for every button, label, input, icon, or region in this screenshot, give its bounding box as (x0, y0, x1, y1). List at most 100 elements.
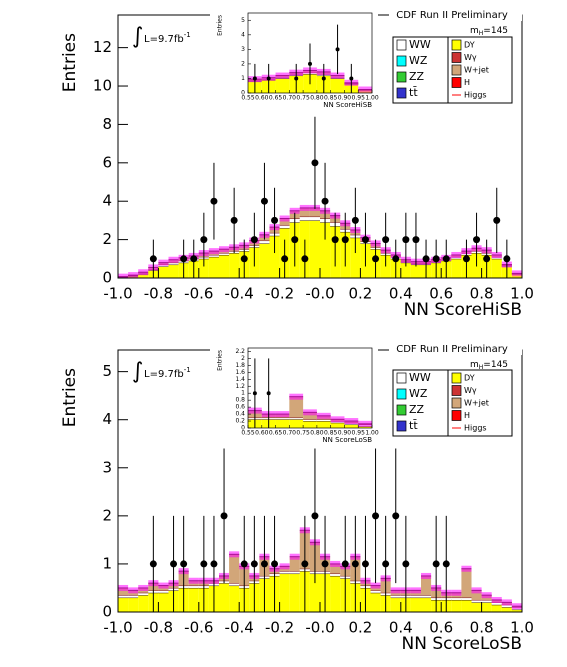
inset-x-tick-label: 0.60 (255, 95, 269, 102)
stack-bar (152, 65, 166, 66)
stack-bar (138, 405, 152, 407)
stack-bar (41, 400, 55, 428)
stack-bar (165, 70, 179, 71)
uncertainty-band (358, 86, 372, 93)
data-point (170, 356, 174, 360)
x-tick-label: 1.0 (510, 285, 534, 303)
x-tick-label: 0.2 (348, 619, 372, 637)
data-point (493, 216, 501, 224)
stack-bar (289, 396, 304, 418)
uncertainty-band (128, 272, 139, 278)
plot-area (118, 448, 522, 612)
stack-bar (491, 258, 502, 278)
uncertainty-band (511, 270, 522, 277)
stack-bar (124, 52, 138, 56)
uncertainty-band (41, 392, 55, 398)
data-point (200, 236, 208, 244)
data-point (170, 560, 178, 568)
stack-bar (451, 258, 462, 278)
uncertainty-band (14, 385, 28, 391)
data-point (432, 560, 440, 568)
uncertainty-band (152, 402, 166, 408)
stack-bar (370, 590, 381, 593)
data-point (149, 255, 157, 263)
legend-label: H (464, 411, 470, 420)
inset-x-tick-label: 0.90 (338, 95, 352, 102)
stack-bar (208, 254, 219, 257)
stack-bar (491, 604, 502, 612)
stack-bar (110, 400, 124, 402)
stack-bar (279, 225, 290, 229)
stack-bar (110, 54, 124, 93)
stack-bar (451, 599, 462, 612)
uncertainty-band (491, 596, 502, 603)
data-point (442, 255, 450, 263)
data-point (250, 560, 258, 568)
data-point (412, 236, 420, 244)
inset-x-tick-label: 1.00 (365, 430, 379, 437)
uncertainty-band (330, 72, 345, 79)
inset-x-tick-label: 0.70 (283, 430, 297, 437)
stack-bar (41, 48, 55, 53)
uncertainty-band (41, 45, 55, 51)
inset-x-tick-label: 0.55 (241, 95, 255, 102)
data-point (382, 236, 390, 244)
stack-bar (410, 597, 421, 612)
data-point (266, 76, 271, 81)
stack-bar (390, 597, 401, 612)
legend-label: Wγ (464, 386, 477, 395)
data-point (361, 236, 369, 244)
stack-bar (193, 77, 207, 78)
uncertainty-band (358, 420, 372, 427)
data-point (349, 76, 354, 81)
stack-bar (289, 417, 304, 420)
stack-bar (303, 419, 317, 422)
uncertainty-band (138, 584, 149, 591)
y-tick-label: 8 (102, 115, 112, 133)
data-point (294, 76, 299, 81)
data-point (301, 560, 309, 568)
data-point (180, 560, 188, 568)
data-point (88, 4, 92, 8)
x-tick-label: -0.8 (144, 619, 173, 637)
stack-bar (152, 62, 166, 65)
stack-bar (83, 378, 97, 399)
y-tick-label: 12 (93, 38, 112, 56)
data-point (361, 560, 369, 568)
stack-bar (0, 405, 14, 407)
legend-swatch (396, 71, 407, 83)
legend-label: Higgs (464, 424, 487, 433)
stack-bar (344, 424, 359, 428)
x-tick-label: -0.4 (225, 285, 254, 303)
legend-swatch (451, 39, 462, 51)
luminosity: L=9.7fb-1 (144, 366, 191, 380)
inset-y-tick-label: 1.8 (235, 362, 245, 369)
uncertainty-band (370, 582, 381, 589)
data-point (252, 76, 257, 81)
uncertainty-band (28, 394, 42, 400)
uncertainty-band (471, 587, 482, 594)
data-point (180, 255, 188, 263)
data-point (321, 76, 326, 81)
data-point (281, 255, 289, 263)
data-point (46, 76, 50, 80)
inset-x-tick-label: 0.70 (283, 95, 297, 102)
stack-bar (303, 421, 317, 428)
data-point (200, 560, 208, 568)
inset-y-tick-label: 1.6 (235, 369, 245, 376)
data-point (19, 391, 23, 395)
uncertainty-band (193, 73, 207, 79)
stack-bar (229, 583, 240, 586)
data-point (321, 560, 329, 568)
stack-bar (28, 59, 42, 61)
inset-y-tick-label: 0.2 (235, 418, 245, 425)
inset-y-tick-label: 1 (241, 75, 245, 82)
x-tick-label: 0.8 (470, 619, 494, 637)
data-point (321, 197, 329, 205)
inset-y-tick-label: 0.4 (235, 411, 245, 418)
data-point (331, 236, 339, 244)
uncertainty-band (501, 599, 512, 606)
stack-bar (279, 573, 290, 612)
stack-bar (124, 402, 138, 404)
stack-bar (41, 55, 55, 93)
